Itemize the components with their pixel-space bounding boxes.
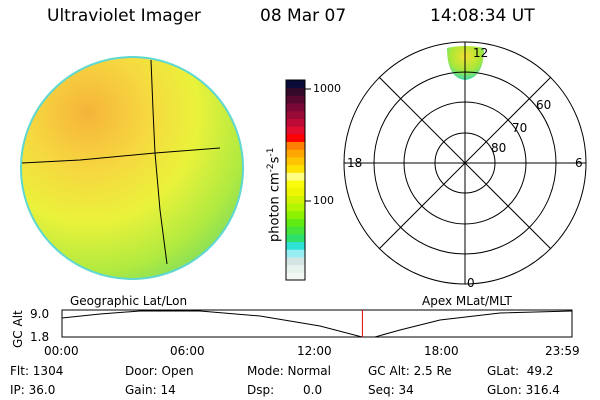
mlt-label-18: 18 [347,156,363,170]
mlt-label-0: 0 [467,276,475,290]
meridian-line [150,59,168,265]
colorbar-swatch [286,249,305,258]
apex-title: Apex MLat/MLT [422,294,512,308]
colorbar-swatch [286,126,305,135]
ip-value: IP: 36.0 [10,383,56,397]
colorbar-swatch [286,187,305,196]
colorbar-swatch [286,149,305,158]
timeline-plot [61,309,573,338]
timeline-ylabel: GC Alt [11,310,25,348]
colorbar-swatch [286,95,305,104]
mlt-label-12: 12 [473,46,489,60]
colorbar-swatch [286,156,305,166]
colorbar-swatch [286,118,305,127]
colorbar-swatch [286,110,305,119]
colorbar-swatch [286,87,305,96]
colorbar-swatch [286,210,305,219]
colorbar-swatch [286,256,305,266]
lat-label-60: 60 [536,98,552,112]
y-max: 9.0 [30,307,50,321]
colorbar-tick-1000: 1000 [313,82,341,95]
colorbar-frame [285,79,306,281]
time-tick: 00:00 [44,344,79,358]
door-status: Door: Open [125,364,194,378]
colorbar-swatch [286,103,305,112]
time-tick: 06:00 [170,344,205,358]
colorbar-tick-100: 100 [313,194,334,207]
equator-line [21,147,221,164]
colorbar-label: photon cm-2s-1 [266,147,283,242]
colorbar-swatch [286,80,305,89]
colorbar-swatch [286,195,305,204]
colorbar-swatch [286,272,305,281]
glon-value: GLon: 316.4 [487,383,560,397]
flight-number: Flt: 1304 [10,364,64,378]
gc-alt-value: GC Alt: 2.5 Re [368,364,452,378]
geographic-title: Geographic Lat/Lon [70,294,188,308]
earth-image [20,56,244,280]
colorbar-swatch [286,218,305,227]
colorbar-swatch [286,141,305,150]
polar-plot [343,41,587,285]
colorbar-swatch [286,172,305,181]
y-min: 1.8 [30,330,50,344]
altitude-curve [61,310,573,338]
date-label: 08 Mar 07 [260,6,347,26]
dsp-label: Dsp: [247,383,275,397]
time-tick: 18:00 [424,344,459,358]
time-tick: 23:59 [545,344,580,358]
colorbar-swatch [286,233,305,243]
glat-value: GLat: 49.2 [487,364,554,378]
time-tick: 12:00 [297,344,332,358]
time-label: 14:08:34 UT [430,6,535,26]
colorbar-swatch [286,180,305,189]
dsp-value: 0.0 [303,383,323,397]
mode-value: Mode: Normal [247,364,331,378]
colorbar-swatch [286,164,305,173]
colorbar-swatch [286,203,305,212]
colorbar-swatch [286,226,305,235]
lat-label-70: 70 [512,121,528,135]
colorbar-swatch [286,133,305,143]
lat-label-80: 80 [491,141,507,155]
mlt-label-6: 6 [575,156,583,170]
instrument-title: Ultraviolet Imager [47,6,201,26]
gain-value: Gain: 14 [125,383,176,397]
colorbar-swatch [286,264,305,273]
colorbar-swatch [286,241,305,250]
sequence-value: Seq: 34 [368,383,414,397]
colorbar [285,79,311,281]
